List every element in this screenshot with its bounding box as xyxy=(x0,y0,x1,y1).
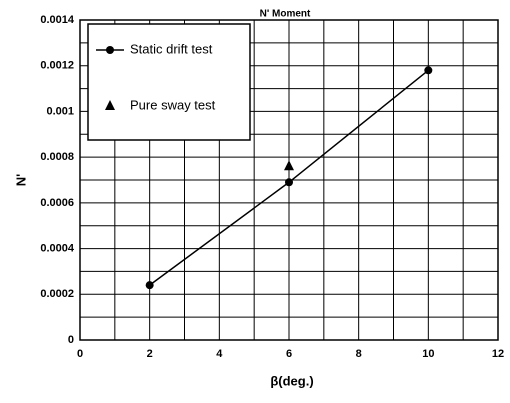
x-tick-label: 8 xyxy=(356,348,362,360)
y-axis-label: N' xyxy=(13,174,28,186)
x-tick-label: 12 xyxy=(492,348,504,360)
y-tick-label: 0.001 xyxy=(46,105,74,117)
y-tick-label: 0.0006 xyxy=(40,197,74,209)
x-tick-label: 10 xyxy=(422,348,434,360)
legend-label: Static drift test xyxy=(130,41,213,56)
legend-marker xyxy=(105,100,115,110)
legend-box xyxy=(87,23,251,141)
chart-title: N' Moment xyxy=(260,9,311,20)
x-axis-label: β(deg.) xyxy=(270,373,313,388)
legend-marker xyxy=(106,46,114,54)
legend-label: Pure sway test xyxy=(130,97,216,112)
x-tick-label: 4 xyxy=(216,348,223,360)
y-tick-label: 0 xyxy=(68,334,74,346)
y-tick-label: 0.0008 xyxy=(40,151,74,163)
y-tick-label: 0.0014 xyxy=(40,14,75,26)
marker xyxy=(145,281,154,290)
marker xyxy=(424,66,433,75)
y-tick-label: 0.0012 xyxy=(40,60,74,72)
marker xyxy=(284,160,294,171)
x-tick-label: 0 xyxy=(77,348,83,360)
y-tick-label: 0.0004 xyxy=(40,242,75,254)
x-tick-label: 6 xyxy=(286,348,292,360)
x-tick-label: 2 xyxy=(147,348,153,360)
y-tick-label: 0.0002 xyxy=(40,288,74,300)
marker xyxy=(285,178,293,187)
